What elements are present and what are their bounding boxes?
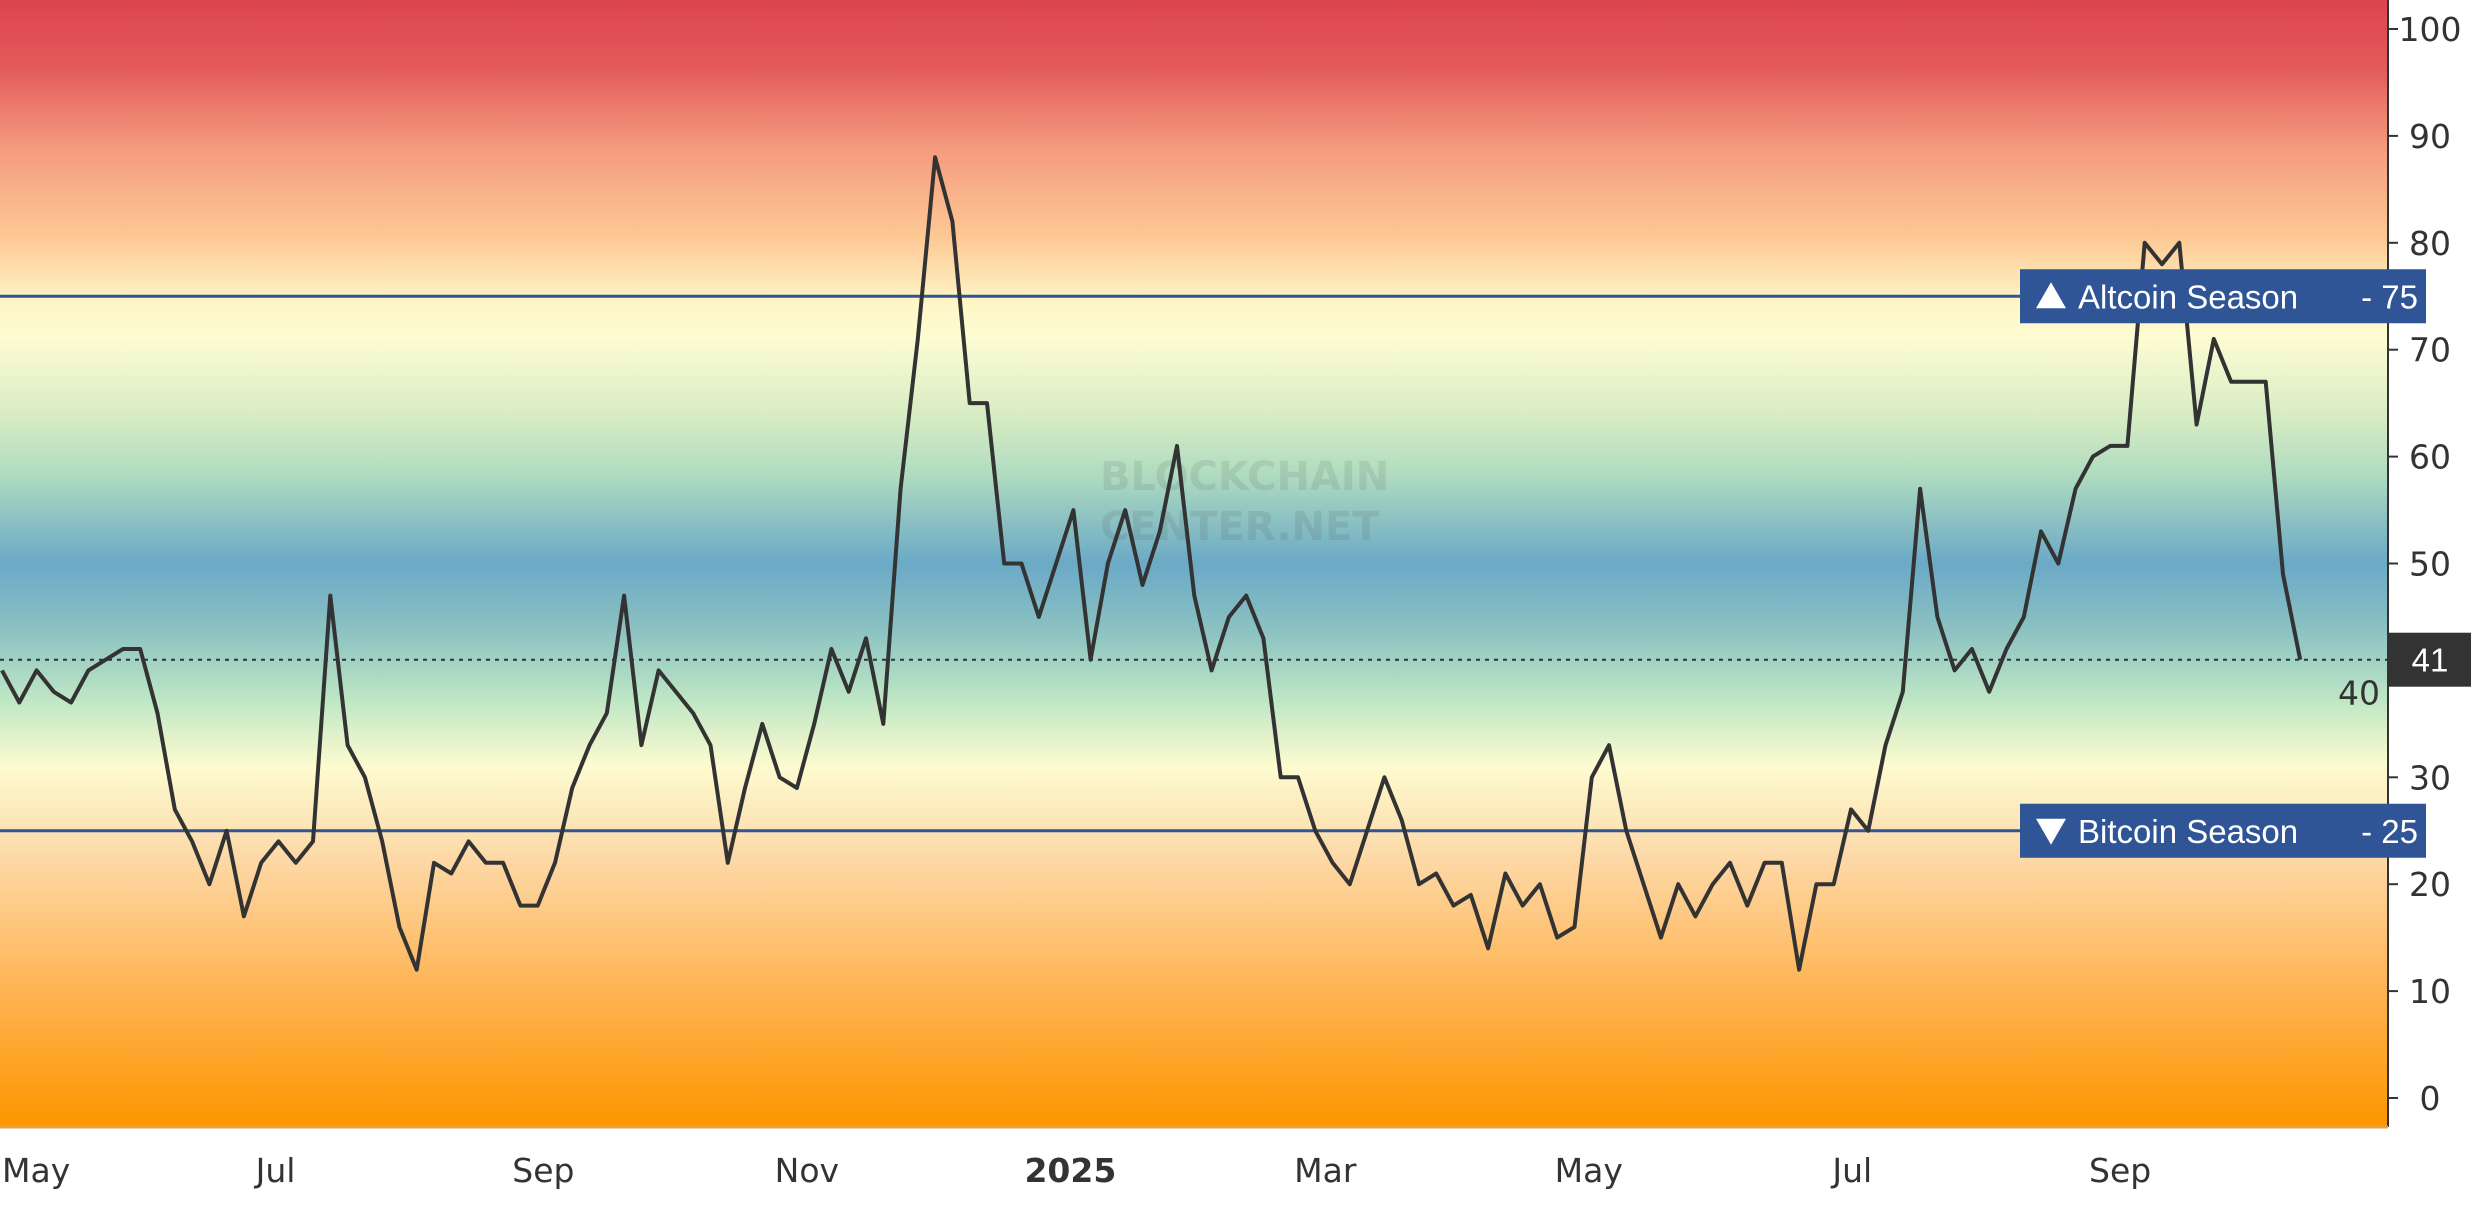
threshold-label-bitcoin: Bitcoin Season - 25 xyxy=(2020,803,2426,858)
x-tick-label: May xyxy=(2,1151,70,1190)
y-tick-label: 10 xyxy=(2409,972,2451,1011)
threshold-name: Altcoin Season xyxy=(2078,278,2298,315)
x-tick-label: Jul xyxy=(1830,1151,1872,1190)
y-tick-label: 30 xyxy=(2409,758,2451,797)
triangle-up-icon xyxy=(2036,282,2066,309)
y-tick-label: 100 xyxy=(2399,10,2462,49)
watermark: BLOCKCHAIN CENTER.NET xyxy=(1100,454,1389,550)
threshold-value: - 25 xyxy=(2361,813,2418,850)
threshold-name: Bitcoin Season xyxy=(2078,813,2298,850)
svg-text:CENTER.NET: CENTER.NET xyxy=(1100,504,1380,550)
x-tick-label: Sep xyxy=(2089,1151,2151,1190)
y-tick-label: 90 xyxy=(2409,117,2451,156)
y-tick-label: 50 xyxy=(2409,545,2451,584)
x-tick-label: Jul xyxy=(254,1151,296,1190)
x-tick-label: May xyxy=(1555,1151,1623,1190)
y-tick-label: 60 xyxy=(2409,438,2451,477)
x-tick-label: Mar xyxy=(1294,1151,1357,1190)
x-tick-label: 2025 xyxy=(1024,1151,1116,1190)
y-tick-label: 40 xyxy=(2338,673,2380,712)
svg-text:41: 41 xyxy=(2412,642,2449,679)
x-tick-label: Nov xyxy=(775,1151,839,1190)
y-tick-label: 80 xyxy=(2409,224,2451,263)
current-value-badge: 41 xyxy=(2388,632,2471,687)
series-line xyxy=(0,155,2303,972)
plot-background xyxy=(0,0,2388,1127)
threshold-value: - 75 xyxy=(2361,278,2418,315)
y-tick-label: 20 xyxy=(2409,865,2451,904)
x-tick-label: Sep xyxy=(512,1151,574,1190)
triangle-down-icon xyxy=(2036,818,2066,845)
svg-text:BLOCKCHAIN: BLOCKCHAIN xyxy=(1100,454,1389,500)
threshold-label-altcoin: Altcoin Season - 75 xyxy=(2020,269,2426,324)
y-tick-label: 70 xyxy=(2409,331,2451,370)
y-tick-label: 0 xyxy=(2420,1079,2441,1118)
